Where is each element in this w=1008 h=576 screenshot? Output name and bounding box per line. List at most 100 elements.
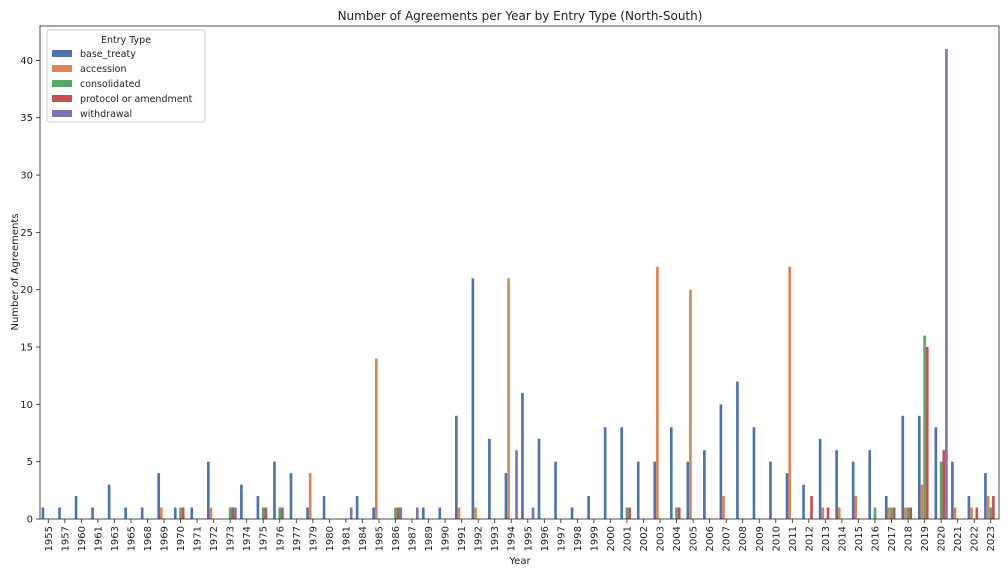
y-axis-label: Number of Agreements xyxy=(10,214,21,331)
bar xyxy=(904,507,907,519)
x-axis: 1955 1957 1960 1961 1963 1965 1968 1969 1970 1971… xyxy=(44,519,997,551)
y-axis: 0 5 10 15 20 25 30 35 40 xyxy=(20,56,40,526)
bar xyxy=(306,507,309,519)
bar xyxy=(264,507,268,519)
x-tick-label: 1957 xyxy=(60,526,71,551)
bar xyxy=(656,266,659,519)
x-tick-label: 2021 xyxy=(953,526,964,551)
bar xyxy=(554,461,557,519)
bar xyxy=(934,427,938,519)
x-tick-label: 2005 xyxy=(689,526,700,551)
bars-group xyxy=(41,48,995,520)
x-tick-label: 1989 xyxy=(424,526,435,551)
x-tick-label: 1975 xyxy=(259,526,270,551)
bar xyxy=(975,507,979,519)
bar xyxy=(91,507,94,519)
bar xyxy=(322,496,326,519)
bar xyxy=(603,427,607,519)
bar xyxy=(669,427,673,519)
x-tick-label: 1994 xyxy=(507,526,518,551)
x-tick-label: 2013 xyxy=(821,526,832,551)
bar xyxy=(160,507,163,519)
x-tick-label: 1992 xyxy=(474,526,485,551)
bar xyxy=(686,461,690,519)
bar xyxy=(471,278,475,519)
bar xyxy=(231,507,235,519)
bar xyxy=(945,48,948,520)
y-tick-label: 30 xyxy=(20,171,33,182)
legend-label: accession xyxy=(80,64,126,75)
bar xyxy=(372,507,375,519)
x-tick-label: 2012 xyxy=(804,526,815,551)
x-tick-label: 1985 xyxy=(374,526,385,551)
x-tick-label: 2017 xyxy=(887,526,898,551)
x-tick-label: 1984 xyxy=(358,526,369,551)
x-tick-label: 1980 xyxy=(325,526,336,551)
legend-title: Entry Type xyxy=(101,35,151,46)
bar xyxy=(818,438,822,519)
bar xyxy=(58,507,61,519)
bar xyxy=(415,507,419,519)
y-tick-label: 15 xyxy=(20,343,33,354)
bar xyxy=(74,496,78,519)
x-tick-label: 2004 xyxy=(672,526,683,551)
x-tick-label: 2014 xyxy=(837,526,848,551)
bar xyxy=(256,496,260,519)
y-tick-label: 5 xyxy=(27,457,33,468)
x-tick-label: 1955 xyxy=(44,526,55,551)
x-tick-label: 1999 xyxy=(589,526,600,551)
bar xyxy=(887,507,891,519)
bar xyxy=(374,358,378,519)
bar xyxy=(207,461,210,519)
legend-swatch xyxy=(52,110,72,117)
bar xyxy=(278,507,282,519)
bar xyxy=(394,507,397,519)
bar xyxy=(173,507,177,519)
bar xyxy=(240,484,243,519)
bar xyxy=(802,484,805,519)
bar xyxy=(703,450,706,519)
bar xyxy=(675,507,678,519)
bar xyxy=(457,507,461,519)
bar xyxy=(722,496,725,519)
bar xyxy=(349,507,353,519)
x-tick-label: 2016 xyxy=(870,526,881,551)
bar xyxy=(308,473,312,519)
bar xyxy=(868,450,872,519)
x-tick-label: 2022 xyxy=(970,526,981,551)
x-tick-label: 2011 xyxy=(788,526,799,551)
bar xyxy=(41,507,45,519)
bar xyxy=(989,507,993,519)
x-axis-label: Year xyxy=(508,556,531,567)
bar xyxy=(157,473,161,519)
x-tick-label: 1974 xyxy=(242,526,253,551)
legend: Entry Type base_treaty accession consolida… xyxy=(46,29,206,123)
bar xyxy=(228,507,232,519)
y-tick-label: 35 xyxy=(20,113,33,124)
legend-frame xyxy=(46,29,206,123)
x-tick-label: 2020 xyxy=(937,526,948,551)
bar xyxy=(986,496,990,519)
legend-label: consolidated xyxy=(80,79,141,90)
bar xyxy=(854,496,858,519)
bar xyxy=(942,450,946,519)
bar xyxy=(984,473,987,519)
bar xyxy=(355,496,359,519)
x-tick-label: 1998 xyxy=(573,526,584,551)
bar xyxy=(884,496,888,519)
bar xyxy=(181,507,185,519)
x-tick-label: 1987 xyxy=(408,526,419,551)
x-tick-label: 1981 xyxy=(341,526,352,551)
x-tick-label: 1990 xyxy=(441,526,452,551)
x-tick-label: 1970 xyxy=(176,526,187,551)
x-tick-label: 1986 xyxy=(391,526,402,551)
bar xyxy=(124,507,127,519)
bar xyxy=(810,496,813,519)
x-tick-label: 1993 xyxy=(490,526,501,551)
x-tick-label: 2019 xyxy=(920,526,931,551)
bar xyxy=(107,484,111,519)
y-tick-label: 25 xyxy=(20,228,33,239)
x-tick-label: 1963 xyxy=(110,526,121,551)
bar xyxy=(992,496,995,519)
